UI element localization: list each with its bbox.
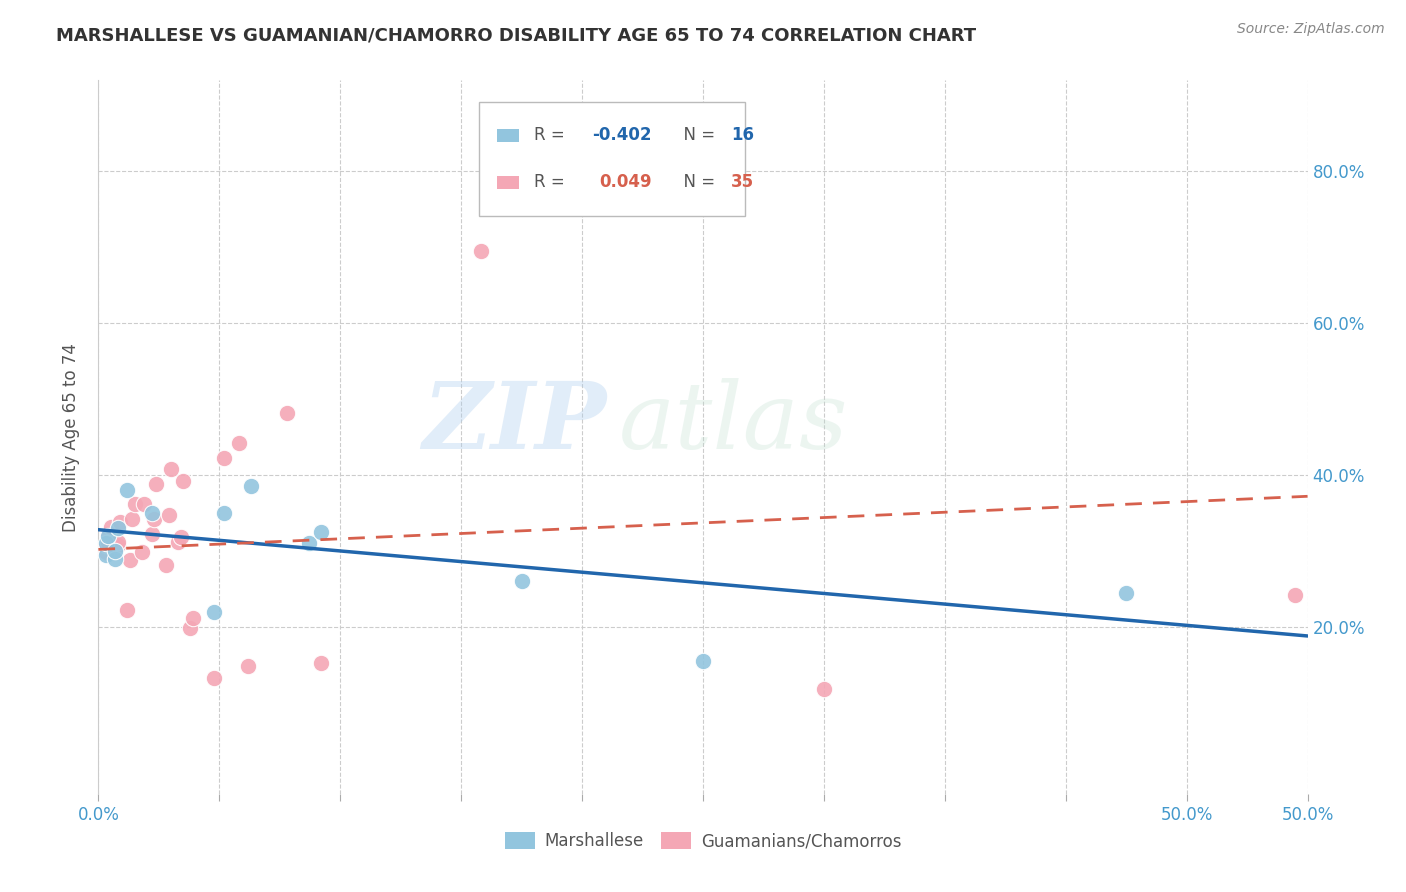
Text: MARSHALLESE VS GUAMANIAN/CHAMORRO DISABILITY AGE 65 TO 74 CORRELATION CHART: MARSHALLESE VS GUAMANIAN/CHAMORRO DISABI…: [56, 27, 976, 45]
Point: [692, 654, 714, 668]
Bar: [498, 128, 519, 142]
Point: [309, 657, 332, 671]
Point: [118, 553, 141, 567]
Point: [298, 536, 321, 550]
Point: [1284, 588, 1306, 602]
Point: [276, 406, 298, 420]
Point: [97, 527, 120, 541]
Point: [204, 672, 226, 686]
Point: [107, 521, 129, 535]
Text: Source: ZipAtlas.com: Source: ZipAtlas.com: [1237, 22, 1385, 37]
Text: 35: 35: [731, 173, 754, 191]
Text: 0.049: 0.049: [599, 173, 651, 191]
Point: [169, 530, 191, 544]
Point: [172, 474, 194, 488]
Point: [104, 545, 127, 559]
Point: [167, 534, 190, 549]
Text: R =: R =: [534, 173, 575, 191]
Text: N =: N =: [673, 127, 720, 145]
Point: [309, 524, 332, 539]
Text: R =: R =: [534, 127, 569, 145]
Bar: [479, 102, 745, 216]
Point: [104, 551, 127, 566]
Point: [117, 603, 139, 617]
Point: [212, 451, 235, 466]
Point: [143, 512, 166, 526]
Y-axis label: Disability Age 65 to 74: Disability Age 65 to 74: [62, 343, 80, 532]
Point: [212, 506, 235, 520]
Point: [141, 506, 163, 520]
Point: [204, 605, 226, 619]
Point: [470, 244, 492, 258]
Point: [134, 497, 156, 511]
Point: [141, 527, 163, 541]
Point: [124, 497, 146, 511]
Text: ZIP: ZIP: [422, 378, 606, 467]
Point: [94, 548, 117, 562]
Point: [145, 477, 167, 491]
Point: [160, 462, 183, 476]
Bar: [498, 176, 519, 189]
Point: [107, 538, 129, 552]
Point: [104, 544, 127, 558]
Text: N =: N =: [673, 173, 720, 191]
Text: atlas: atlas: [619, 378, 848, 467]
Point: [157, 508, 180, 522]
Point: [108, 515, 131, 529]
Point: [100, 519, 122, 533]
Point: [238, 659, 260, 673]
Point: [107, 534, 129, 549]
Point: [813, 682, 835, 697]
Point: [510, 574, 533, 589]
Legend: Marshallese, Guamanians/Chamorros: Marshallese, Guamanians/Chamorros: [498, 825, 908, 857]
Text: 16: 16: [731, 127, 754, 145]
Point: [121, 512, 143, 526]
Point: [1115, 585, 1137, 599]
Point: [155, 558, 177, 572]
Point: [228, 436, 250, 450]
Point: [117, 483, 139, 498]
Point: [179, 621, 201, 635]
Point: [131, 545, 153, 559]
Point: [94, 545, 117, 559]
Point: [239, 479, 262, 493]
Point: [97, 534, 120, 549]
Point: [94, 538, 117, 552]
Point: [94, 536, 117, 550]
Text: -0.402: -0.402: [592, 127, 651, 145]
Point: [181, 611, 204, 625]
Point: [97, 529, 120, 543]
